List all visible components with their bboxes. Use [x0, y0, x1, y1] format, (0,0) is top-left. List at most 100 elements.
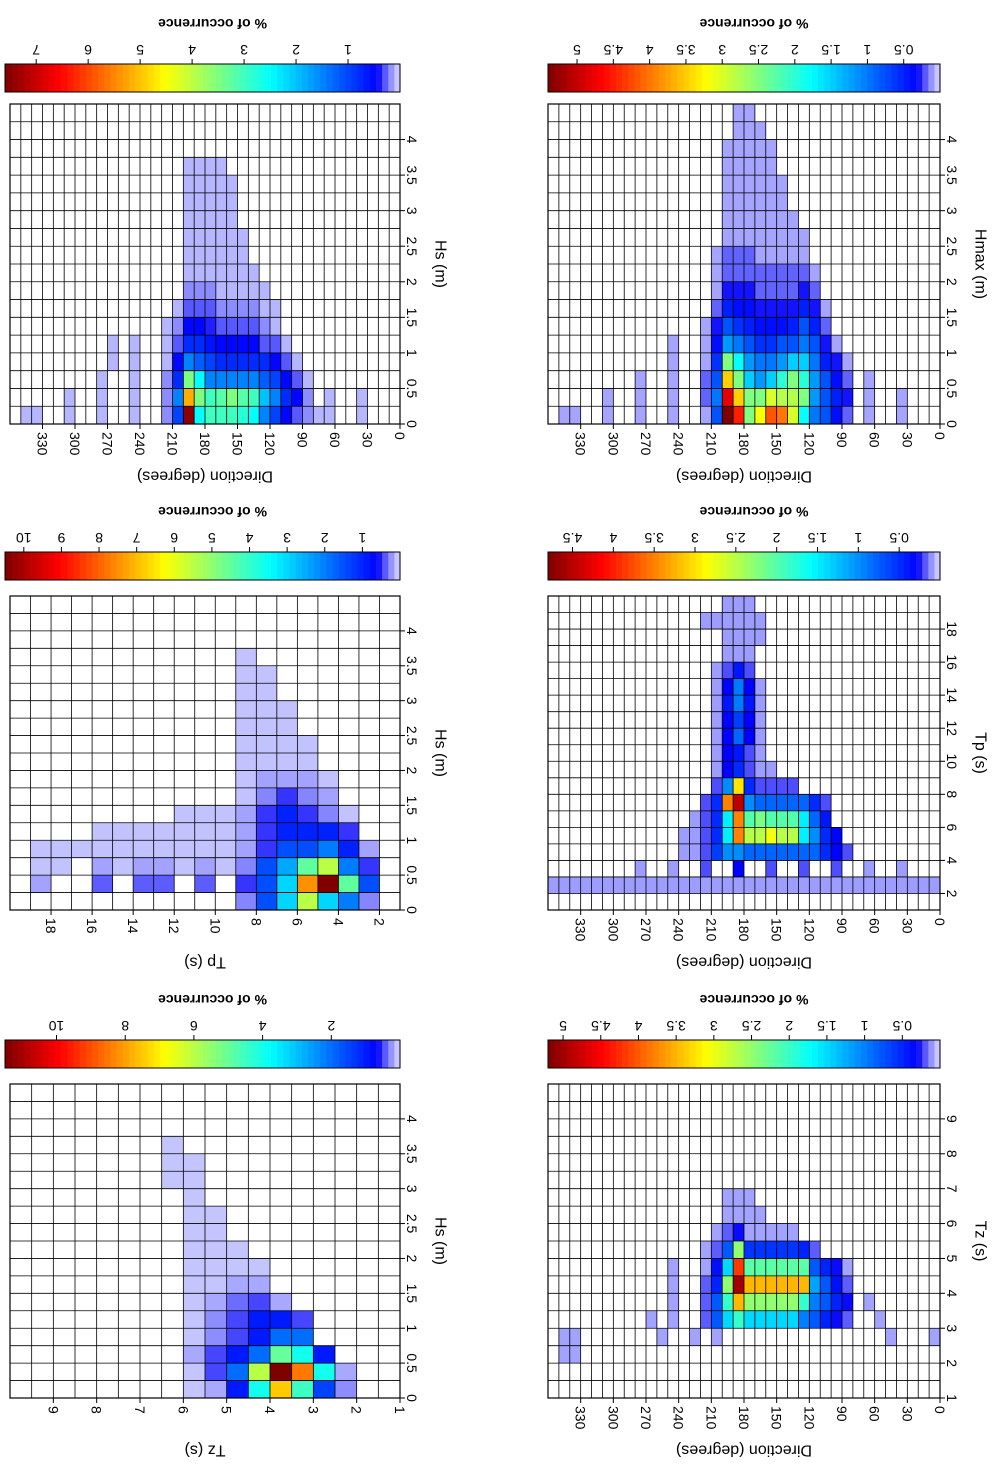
x-tick-label: 0 — [404, 1394, 420, 1402]
heatmap-cell — [711, 761, 723, 778]
heatmap-cell — [194, 840, 216, 858]
heatmap-cell — [205, 406, 216, 424]
heatmap-cell — [776, 1275, 788, 1294]
heatmap-cell — [291, 352, 303, 371]
colorbar-segment — [633, 64, 641, 92]
heatmap-cell — [765, 388, 777, 407]
heatmap-cell — [722, 228, 734, 247]
heatmap-cell — [226, 264, 238, 282]
heatmap-cell — [754, 1241, 766, 1259]
heatmap-cell — [205, 264, 216, 282]
heatmap-cell — [809, 352, 821, 371]
heatmap-cell — [256, 718, 277, 736]
colorbar-segment — [122, 552, 130, 580]
x-tick-label: 4 — [404, 136, 420, 144]
heatmap-cell — [183, 210, 195, 229]
colorbar-segment — [177, 1040, 185, 1068]
heatmap-cell — [205, 228, 216, 247]
heatmap-cell — [722, 810, 734, 828]
heatmap-cell — [205, 1275, 227, 1294]
heatmap-cell — [700, 335, 712, 353]
heatmap-cell — [863, 388, 875, 407]
heatmap-cell — [765, 1241, 777, 1259]
colorbar-segment — [42, 1040, 49, 1068]
colorbar-segment — [85, 64, 93, 92]
heatmap-cell — [226, 335, 238, 353]
heatmap-cell — [302, 406, 314, 424]
heatmap-cell — [754, 612, 766, 630]
colorbar-segment — [356, 64, 364, 92]
colorbar-segment — [842, 1040, 849, 1068]
colorbar-segment — [214, 1040, 222, 1068]
colorbar-segment — [282, 1040, 290, 1068]
colorbar-segment — [48, 552, 55, 580]
y-tick-label: 120 — [801, 432, 817, 456]
heatmap-cell — [744, 596, 755, 613]
heatmap-cell — [259, 299, 270, 318]
heatmap-cell — [51, 840, 72, 858]
colorbar-segment — [639, 1040, 647, 1068]
x-tick-label: 4 — [404, 1115, 420, 1123]
colorbar-segment — [725, 1040, 733, 1068]
heatmap-cell — [754, 139, 766, 158]
heatmap-cell — [248, 335, 260, 353]
heatmap-cell — [317, 875, 339, 893]
colorbar-segment — [282, 552, 290, 580]
heatmap-cell — [754, 777, 766, 795]
heatmap-cell — [798, 228, 810, 247]
heatmap-cell — [646, 876, 657, 894]
colorbar-segment — [362, 64, 370, 92]
heatmap-cell — [133, 822, 154, 841]
heatmap-cell — [183, 370, 195, 389]
heatmap-cell — [820, 1258, 832, 1276]
heatmap-cell — [722, 612, 734, 630]
colorbar-tick-label: 8 — [95, 530, 103, 546]
heatmap-cell — [215, 157, 227, 176]
heatmap-cell — [776, 777, 788, 795]
colorbar-segment — [909, 1040, 917, 1068]
x-tick-label: 4 — [944, 857, 960, 865]
colorbar-segment — [153, 1040, 160, 1068]
colorbar-segment — [872, 1040, 880, 1068]
colorbar-segment — [387, 64, 395, 92]
heatmap-cell — [291, 1380, 314, 1398]
colorbar-segment — [878, 1040, 886, 1068]
heatmap-cell — [183, 1153, 205, 1172]
heatmap-cell — [297, 753, 318, 771]
y-tick-label: 180 — [736, 432, 752, 456]
colorbar-segment — [835, 1040, 843, 1068]
heatmap-cell — [798, 335, 810, 353]
heatmap-cell — [302, 388, 314, 407]
x-tick-label: 0 — [404, 906, 420, 914]
colorbar-tick-label: 4 — [646, 42, 654, 58]
heatmap-cell — [929, 876, 940, 894]
y-tick-label: 120 — [262, 432, 278, 456]
heatmap-cell — [700, 860, 712, 877]
heatmap-cell — [798, 299, 810, 318]
colorbar-segment — [860, 552, 868, 580]
heatmap-cell — [820, 317, 832, 336]
heatmap-cell — [722, 728, 734, 745]
y-tick-label: 4 — [262, 1406, 278, 1414]
heatmap-cell — [667, 860, 679, 877]
heatmap-cell — [754, 370, 766, 389]
heatmap-cell — [711, 827, 723, 844]
heatmap-cell — [744, 317, 755, 336]
colorbar-segment — [639, 552, 647, 580]
heatmap-cell — [831, 843, 842, 861]
colorbar-segment — [572, 1040, 580, 1068]
heatmap-cell — [733, 157, 744, 176]
colorbar-segment — [288, 1040, 296, 1068]
heatmap-cell — [194, 875, 216, 893]
colorbar-segment — [793, 552, 800, 580]
heatmap-cell — [270, 406, 281, 424]
heatmap-cell — [183, 1363, 205, 1381]
heatmap-cell — [297, 735, 318, 753]
colorbar-segment — [897, 64, 904, 92]
y-tick-label: 210 — [703, 432, 719, 456]
heatmap-cell — [667, 370, 679, 389]
heatmap-cell — [733, 711, 744, 729]
colorbar-segment — [381, 1040, 389, 1068]
colorbar-segment — [313, 552, 321, 580]
heatmap-cell — [183, 1171, 205, 1189]
